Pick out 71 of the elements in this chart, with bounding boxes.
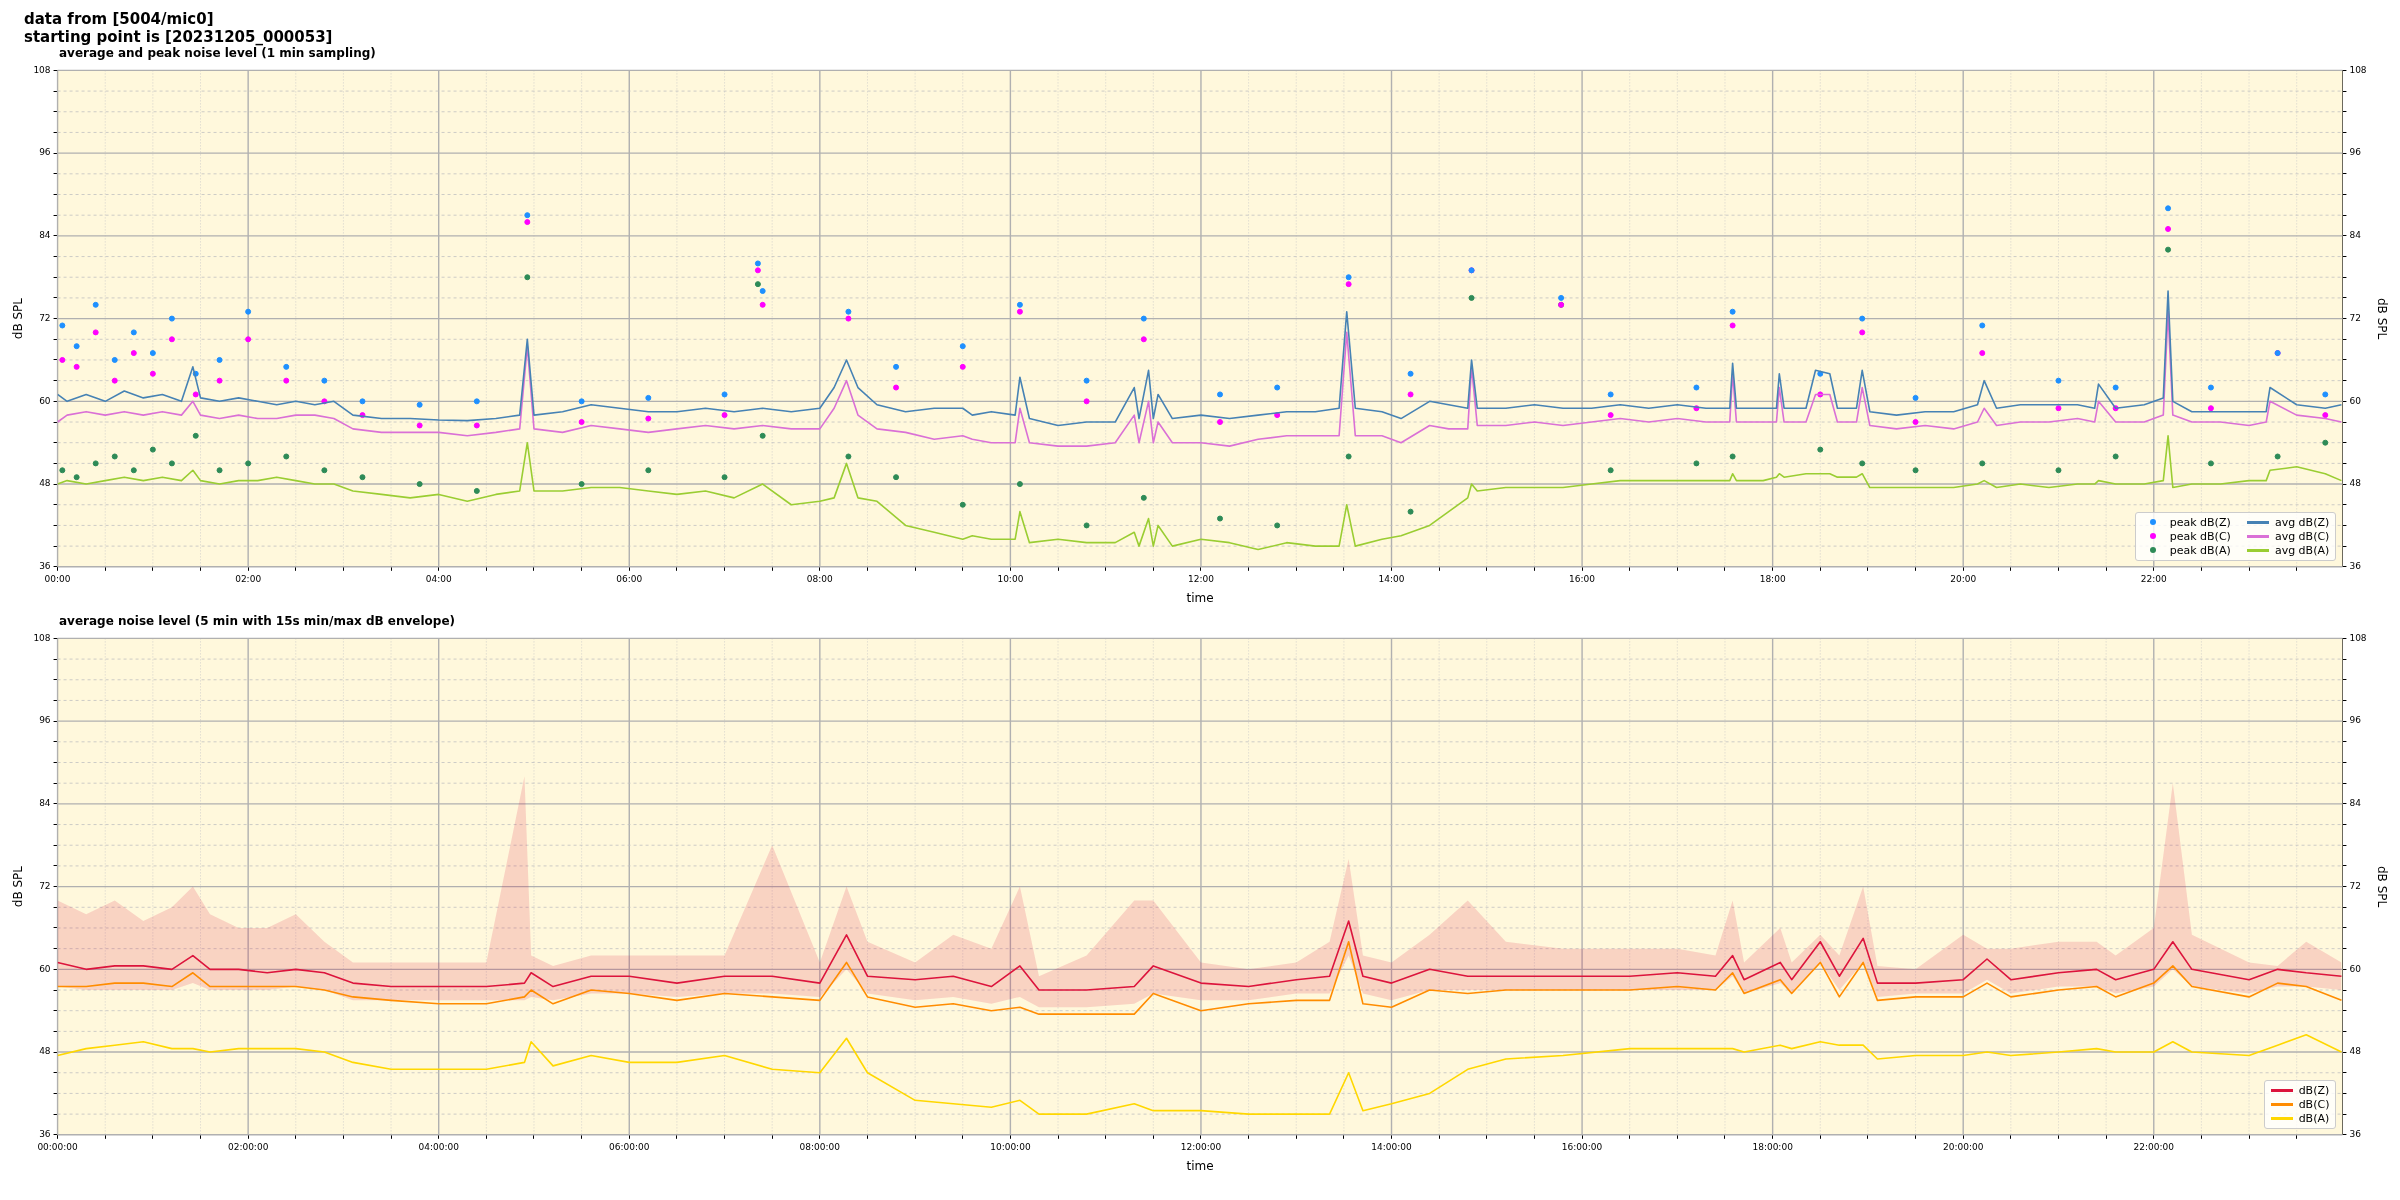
y2-tick-label: 36 — [2349, 1129, 2362, 1140]
y2-tick-label: 36 — [2349, 561, 2362, 572]
y2-tick-label: 108 — [2349, 64, 2367, 75]
x-tick-label: 02:00 — [235, 573, 262, 584]
x-tick-label: 06:00:00 — [609, 1141, 650, 1152]
y-tick-label: 48 — [39, 478, 51, 489]
legend-label: avg dB(A) — [2274, 543, 2330, 557]
x-tick-label: 10:00 — [997, 573, 1024, 584]
y-tick-label: 84 — [39, 798, 51, 809]
y2-tick-label: 72 — [2349, 312, 2361, 323]
text: starting point is [20231205_000053] — [23, 28, 334, 46]
legend-label: dB(A) — [2298, 1111, 2330, 1125]
x-tick-label: 20:00:00 — [1942, 1141, 1984, 1152]
y-tick-label: 96 — [39, 147, 51, 158]
y2-tick-label: 60 — [2349, 395, 2362, 406]
y2-axis-title: dB SPL — [2374, 866, 2389, 908]
y2-tick-label: 48 — [2349, 1046, 2362, 1057]
legend-label: peak dB(Z) — [2169, 515, 2231, 529]
x-tick-label: 00:00 — [44, 573, 71, 584]
y-tick-label: 60 — [39, 963, 51, 974]
x-tick-label: 04:00:00 — [418, 1141, 460, 1152]
legend-label: avg dB(C) — [2274, 529, 2330, 543]
legend-label: dB(C) — [2298, 1097, 2330, 1111]
y2-tick-label: 96 — [2349, 715, 2362, 726]
x-tick-label: 02:00:00 — [227, 1141, 269, 1152]
chart-title: average noise level (5 min with 15s min/max dB envelope) — [58, 613, 457, 630]
y-tick-label: 60 — [39, 395, 51, 406]
y2-axis-title: dB SPL — [2374, 298, 2389, 340]
y-tick-label: 48 — [39, 1046, 51, 1057]
y-tick-label: 72 — [39, 880, 51, 891]
chart-title: average and peak noise level (1 min sampling) — [58, 46, 377, 62]
x-tick-label: 16:00 — [1569, 573, 1596, 584]
x-tick-label: 08:00 — [806, 573, 834, 584]
y-tick-label: 108 — [33, 64, 51, 75]
y-tick-label: 96 — [39, 715, 51, 726]
legend-label: peak dB(A) — [2169, 543, 2231, 557]
x-axis-title: time — [1186, 590, 1214, 605]
legend-label: avg dB(Z) — [2274, 515, 2330, 529]
x-tick-label: 22:00:00 — [2133, 1141, 2175, 1152]
x-tick-label: 00:00:00 — [37, 1141, 79, 1152]
x-tick-label: 16:00:00 — [1561, 1141, 1603, 1152]
y-tick-label: 36 — [39, 561, 51, 572]
x-tick-label: 04:00 — [425, 573, 452, 584]
x-tick-label: 08:00:00 — [799, 1141, 841, 1152]
y2-tick-label: 60 — [2349, 963, 2362, 974]
x-tick-label: 18:00:00 — [1752, 1141, 1794, 1152]
y2-tick-label: 108 — [2349, 632, 2367, 643]
y-axis-title: dB SPL — [11, 865, 26, 908]
y2-tick-label: 84 — [2349, 798, 2362, 809]
x-tick-label: 14:00:00 — [1371, 1141, 1412, 1152]
y2-tick-label: 48 — [2349, 478, 2362, 489]
y-tick-label: 36 — [39, 1129, 51, 1140]
y-tick-label: 108 — [33, 632, 51, 643]
y-axis-title: dB SPL — [11, 297, 26, 340]
x-tick-label: 14:00 — [1378, 573, 1405, 584]
x-tick-label: 12:00:00 — [1180, 1141, 1222, 1152]
x-tick-label: 22:00 — [2140, 573, 2168, 584]
x-tick-label: 10:00:00 — [990, 1141, 1031, 1152]
y-tick-label: 72 — [39, 312, 51, 323]
y2-tick-label: 72 — [2349, 880, 2361, 891]
x-tick-label: 18:00 — [1759, 573, 1786, 584]
x-tick-label: 20:00 — [1950, 573, 1977, 584]
y2-tick-label: 84 — [2349, 230, 2362, 241]
text: data from [5004/mic0] — [23, 10, 215, 28]
y2-tick-label: 96 — [2349, 147, 2362, 158]
y-tick-label: 84 — [39, 230, 51, 241]
x-axis-title: time — [1186, 1158, 1214, 1173]
legend-label: dB(Z) — [2298, 1083, 2330, 1097]
x-tick-label: 12:00 — [1187, 573, 1215, 584]
legend-label: peak dB(C) — [2169, 529, 2231, 543]
x-tick-label: 06:00 — [616, 573, 643, 584]
